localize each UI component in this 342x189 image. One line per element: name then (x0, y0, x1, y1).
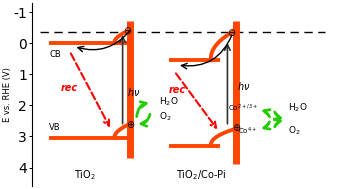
Text: $\oplus$: $\oplus$ (232, 122, 241, 133)
Text: $\oplus$: $\oplus$ (126, 119, 135, 130)
Y-axis label: E vs. RHE (V): E vs. RHE (V) (3, 67, 12, 122)
Text: Co$^{4+}$: Co$^{4+}$ (238, 125, 257, 136)
Text: rec: rec (169, 85, 186, 95)
Text: O$_2$: O$_2$ (288, 125, 300, 137)
Text: $h\nu$: $h\nu$ (237, 80, 251, 92)
Text: $\ominus$: $\ominus$ (123, 25, 132, 36)
Text: H$_2$O: H$_2$O (288, 102, 307, 114)
Text: Co$^{2+/3+}$: Co$^{2+/3+}$ (227, 102, 257, 114)
Text: $h\nu$: $h\nu$ (127, 86, 141, 98)
Text: TiO$_2$: TiO$_2$ (74, 168, 96, 182)
Text: VB: VB (49, 123, 61, 132)
Text: $\ominus$: $\ominus$ (227, 27, 236, 38)
Text: H$_2$O: H$_2$O (159, 95, 179, 108)
Text: rec: rec (61, 83, 78, 93)
Text: TiO$_2$/Co-Pi: TiO$_2$/Co-Pi (176, 168, 226, 182)
Text: O$_2$: O$_2$ (159, 110, 172, 122)
Text: CB: CB (49, 50, 61, 59)
